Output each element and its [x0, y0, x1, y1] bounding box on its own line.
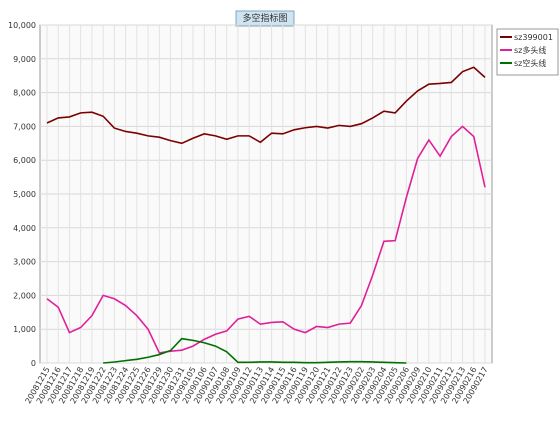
y-tick-label: 2,000	[13, 291, 36, 300]
legend-label: sz空头线	[514, 58, 546, 68]
series-line	[103, 337, 407, 364]
series-line	[46, 66, 486, 145]
legend-label: sz多头线	[514, 45, 546, 55]
y-tick-label: 8,000	[13, 89, 36, 98]
y-tick-label: 9,000	[13, 55, 36, 64]
y-tick-label: 3,000	[13, 258, 36, 267]
y-tick-label: 4,000	[13, 224, 36, 233]
y-tick-label: 1,000	[13, 325, 36, 334]
y-tick-label: 10,000	[8, 21, 36, 30]
y-tick-label: 7,000	[13, 122, 36, 131]
title-box	[235, 10, 295, 27]
legend-box	[496, 28, 559, 76]
chart-title: 多空指标图	[242, 12, 287, 24]
y-tick-label: 6,000	[13, 156, 36, 165]
y-tick-label: 5,000	[13, 190, 36, 199]
series-line	[46, 125, 486, 354]
legend-label: sz399001	[514, 33, 553, 42]
y-tick-label: 0	[31, 359, 36, 368]
